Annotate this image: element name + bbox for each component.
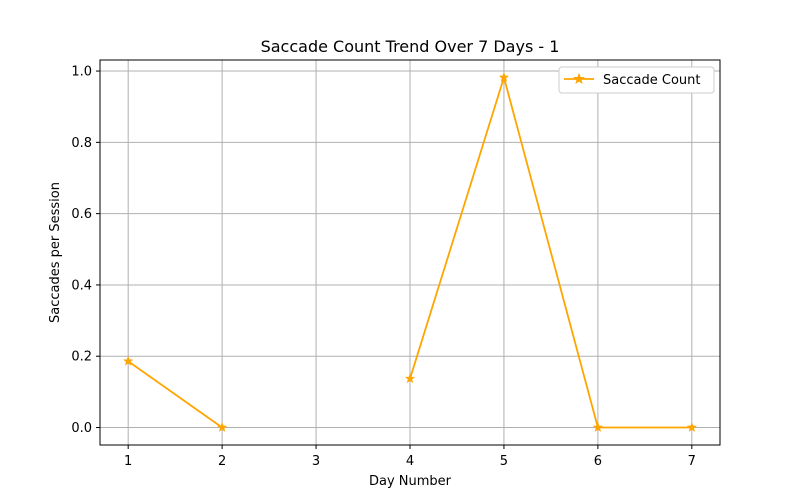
y-tick-label: 0.4 bbox=[71, 278, 92, 293]
y-axis-ticks: 0.0 0.2 0.4 0.6 0.8 1.0 bbox=[71, 65, 100, 436]
y-tick-label: 0.0 bbox=[71, 421, 92, 436]
legend-box bbox=[558, 66, 715, 94]
y-tick-label: 0.8 bbox=[71, 136, 92, 151]
x-tick-label: 7 bbox=[688, 454, 696, 469]
series-line-segment bbox=[127, 360, 223, 429]
grid-lines bbox=[100, 60, 720, 445]
x-tick-label: 3 bbox=[312, 454, 320, 469]
data-point-star bbox=[216, 422, 228, 433]
chart-title: Saccade Count Trend Over 7 Days - 1 bbox=[261, 37, 560, 56]
legend-star-marker bbox=[573, 72, 585, 85]
series-line-segment bbox=[409, 74, 692, 429]
data-point-star bbox=[686, 422, 698, 433]
data-point-star bbox=[122, 355, 134, 366]
y-tick-label: 1.0 bbox=[71, 65, 92, 80]
x-tick-label: 6 bbox=[594, 454, 602, 469]
x-axis-ticks: 1 2 3 4 5 6 7 bbox=[124, 445, 696, 469]
y-axis-title: Saccades per Session bbox=[48, 182, 63, 323]
x-tick-label: 1 bbox=[124, 454, 132, 469]
legend: Saccade Count bbox=[558, 66, 715, 94]
data-point-star bbox=[498, 71, 510, 82]
y-tick-label: 0.6 bbox=[71, 207, 92, 222]
x-tick-label: 5 bbox=[500, 454, 508, 469]
data-point-star bbox=[404, 373, 416, 384]
legend-label: Saccade Count bbox=[603, 73, 700, 88]
series-layer bbox=[122, 71, 698, 433]
x-tick-label: 4 bbox=[406, 454, 414, 469]
x-tick-label: 2 bbox=[218, 454, 226, 469]
x-axis-title: Day Number bbox=[369, 474, 452, 489]
y-tick-label: 0.2 bbox=[71, 350, 92, 365]
data-point-star bbox=[592, 422, 604, 433]
